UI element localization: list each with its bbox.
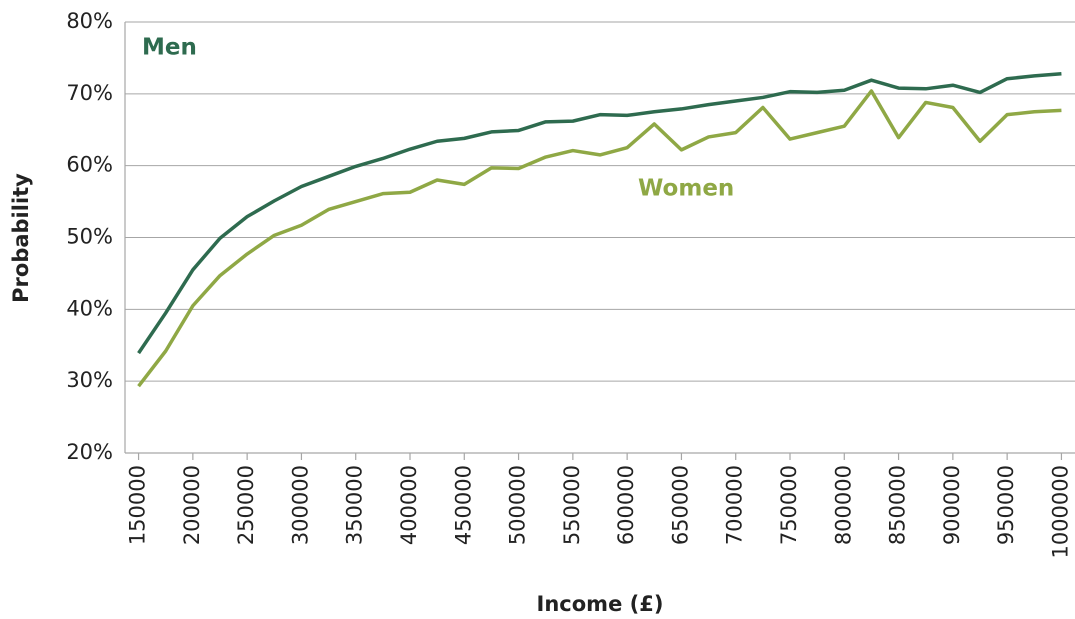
x-tick-label: 450000 [451,465,475,545]
x-tick-label: 200000 [180,465,204,545]
y-tick-label: 40% [66,296,113,320]
y-axis-label: Probability [9,173,33,303]
series-label: Women [638,176,734,202]
x-tick-label: 950000 [994,465,1018,545]
x-tick-label: 1000000 [1048,465,1072,559]
x-tick-label: 850000 [886,465,910,545]
x-tick-label: 250000 [234,465,258,545]
x-tick-label: 150000 [126,465,150,545]
x-tick-label: 500000 [506,465,530,545]
x-tick-label: 700000 [723,465,747,545]
x-tick-label: 600000 [614,465,638,545]
x-tick-label: 650000 [668,465,692,545]
series-label: Men [142,35,197,61]
x-tick-label: 400000 [397,465,421,545]
y-tick-label: 80% [66,9,113,33]
x-tick-label: 800000 [831,465,855,545]
x-axis-label: Income (£) [537,592,664,616]
y-tick-label: 70% [66,81,113,105]
series-line [137,89,1062,388]
y-tick-label: 20% [66,440,113,464]
x-tick-label: 300000 [288,465,312,545]
x-tick-label: 550000 [560,465,584,545]
x-tick-label: 900000 [940,465,964,545]
series-line [137,71,1062,355]
y-tick-label: 30% [66,368,113,392]
x-tick-label: 750000 [777,465,801,545]
x-tick-label: 350000 [343,465,367,545]
y-tick-label: 60% [66,153,113,177]
y-tick-label: 50% [66,225,113,249]
